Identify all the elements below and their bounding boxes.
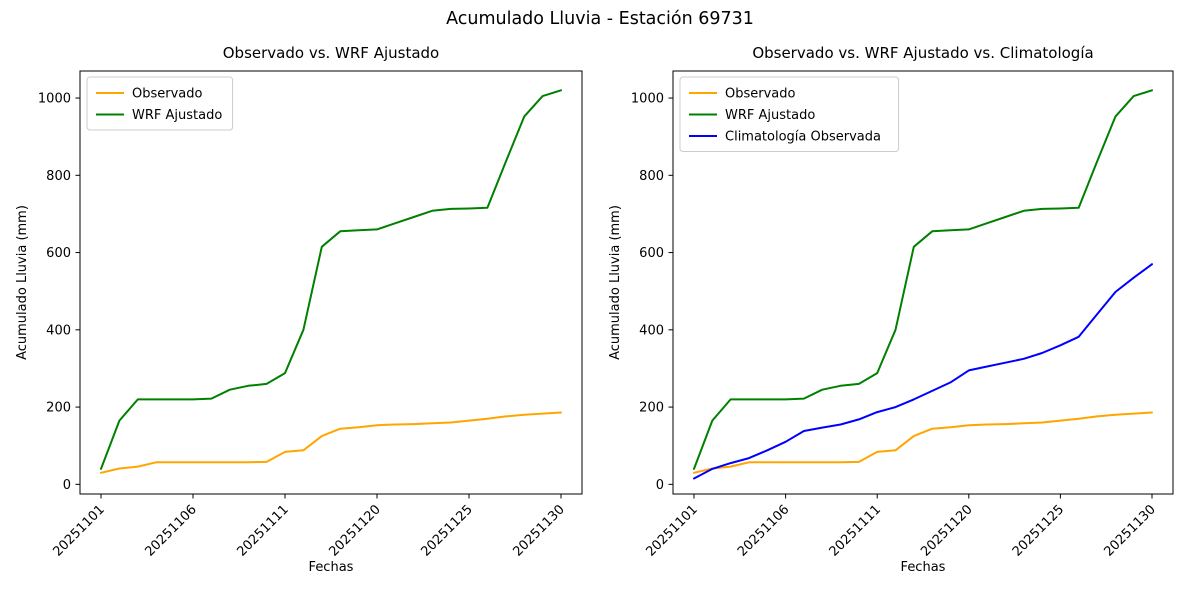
x-axis-label: Fechas [901, 560, 946, 575]
y-tick-label: 200 [46, 401, 71, 416]
legend-label: Observado [725, 87, 796, 102]
x-tick-label: 20251101 [50, 502, 107, 559]
series-line-observado [693, 411, 1153, 474]
legend-box [679, 76, 900, 152]
series-line-wrf-ajustado [100, 89, 562, 470]
y-tick-label: 400 [46, 323, 71, 338]
y-tick-label: 1000 [38, 92, 71, 107]
x-tick-label: 20251130 [510, 502, 567, 559]
y-tick-label: 1000 [631, 92, 664, 107]
y-axis-label: Acumulado Lluvia (mm) [608, 205, 623, 360]
subplot-title: Observado vs. WRF Ajustado [223, 44, 439, 62]
plot-area-border [79, 70, 583, 495]
y-tick-label: 600 [46, 246, 71, 261]
y-tick-label: 0 [63, 478, 71, 493]
y-axis-label: Acumulado Lluvia (mm) [15, 205, 30, 360]
legend-label: WRF Ajustado [725, 108, 815, 123]
chart-observado-vs-wrf: Observado vs. WRF Ajustado 0 200 400 600 800 1… [15, 44, 583, 575]
x-tick-label: 20251125 [1010, 502, 1067, 559]
x-tick-label: 20251106 [142, 502, 199, 559]
legend-label: WRF Ajustado [132, 108, 222, 123]
chart-observado-vs-wrf-vs-climatologia: Observado vs. WRF Ajustado vs. Climatolo… [608, 44, 1174, 575]
x-tick-label: 20251120 [918, 502, 975, 559]
x-tick-label: 20251125 [418, 502, 475, 559]
x-tick-label: 20251106 [735, 502, 792, 559]
subplot-title: Observado vs. WRF Ajustado vs. Climatolo… [752, 44, 1093, 62]
x-tick-label: 20251101 [643, 502, 700, 559]
legend-label: Climatología Observada [725, 130, 881, 145]
y-tick-label: 600 [639, 246, 664, 261]
y-tick-label: 400 [639, 323, 664, 338]
y-tick-label: 800 [46, 169, 71, 184]
legend-box [86, 76, 234, 131]
y-tick-label: 0 [656, 478, 664, 493]
figure-title: Acumulado Lluvia - Estación 69731 [446, 9, 754, 29]
series-line-wrf-ajustado [693, 89, 1153, 470]
x-axis-label: Fechas [309, 560, 354, 575]
x-tick-label: 20251130 [1101, 502, 1158, 559]
series-line-observado [100, 411, 562, 474]
series-line-climatolog-a-observada [693, 263, 1153, 480]
x-tick-label: 20251111 [827, 502, 884, 559]
legend-label: Observado [132, 87, 203, 102]
plot-area-border [672, 70, 1174, 495]
y-tick-label: 800 [639, 169, 664, 184]
x-tick-label: 20251111 [234, 502, 291, 559]
y-tick-label: 200 [639, 401, 664, 416]
x-tick-label: 20251120 [326, 502, 383, 559]
